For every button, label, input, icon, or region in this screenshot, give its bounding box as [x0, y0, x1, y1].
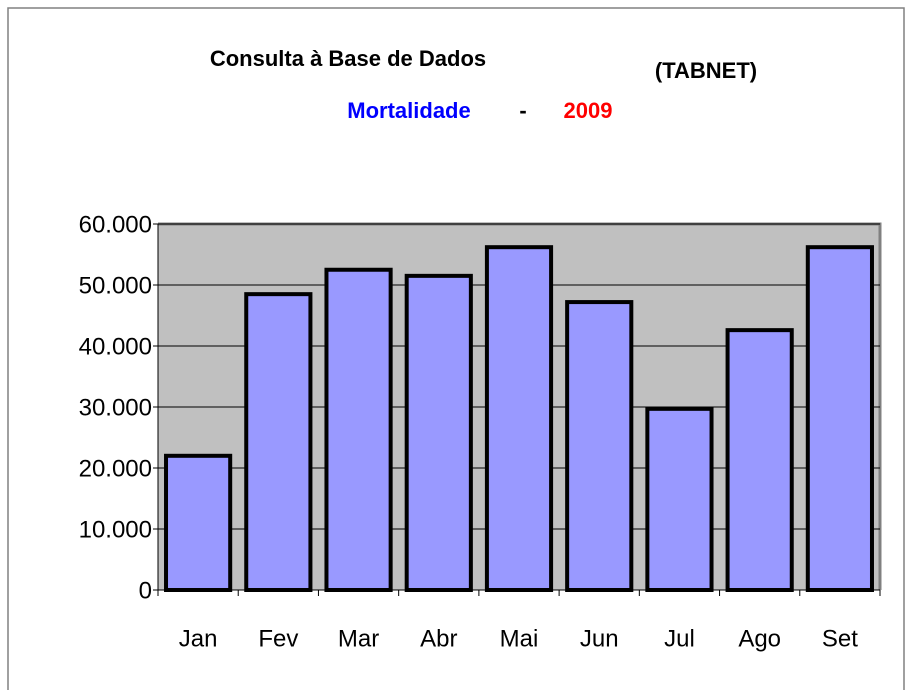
bar — [324, 267, 393, 592]
y-tick-label: 60.000 — [79, 211, 152, 238]
y-tick-label: 30.000 — [79, 394, 152, 421]
chart-subtitle: 2009 — [564, 98, 613, 123]
x-tick-label: Jul — [664, 625, 695, 652]
bar — [164, 453, 233, 592]
x-tick-label: Abr — [420, 625, 457, 652]
bar — [244, 292, 313, 592]
bar — [725, 328, 794, 592]
x-tick-label: Fev — [258, 625, 298, 652]
bar — [484, 245, 554, 592]
x-tick-label: Mar — [338, 625, 379, 652]
x-tick-label: Jan — [179, 625, 218, 652]
y-tick-label: 10.000 — [79, 516, 152, 543]
bar — [565, 300, 634, 592]
bar — [404, 273, 473, 592]
chart-title: Consulta à Base de Dados — [210, 46, 486, 71]
bar — [805, 245, 874, 592]
y-tick-label: 50.000 — [79, 272, 152, 299]
chart-subtitle: Mortalidade — [347, 98, 470, 123]
y-tick-label: 0 — [139, 577, 152, 604]
x-tick-label: Ago — [738, 625, 781, 652]
y-tick-label: 40.000 — [79, 333, 152, 360]
x-tick-label: Set — [822, 625, 858, 652]
chart-subtitle: - — [519, 98, 526, 123]
bar — [645, 406, 714, 592]
y-tick-label: 20.000 — [79, 455, 152, 482]
x-tick-label: Jun — [580, 625, 619, 652]
chart-title-note: (TABNET) — [655, 58, 757, 83]
x-tick-label: Mai — [500, 625, 539, 652]
